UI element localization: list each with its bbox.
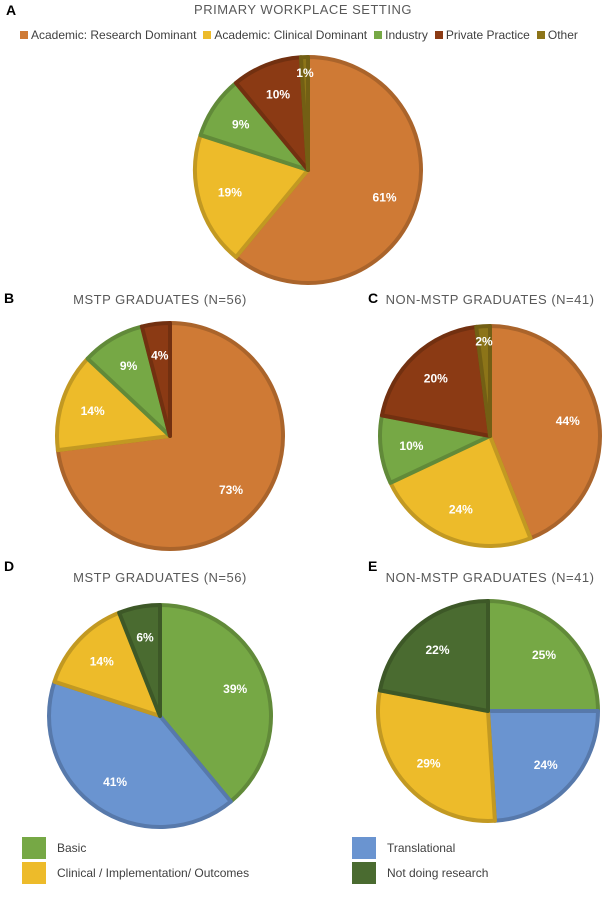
pie-label-a-0: 61%	[373, 191, 397, 205]
legend-swatch	[20, 31, 28, 39]
pie-label-b-2: 9%	[120, 359, 138, 373]
pie-slice-c-0	[488, 324, 602, 541]
legend-label: Private Practice	[445, 28, 530, 42]
pie-label-e-1: 24%	[534, 758, 558, 772]
legend-item-translational: Translational	[352, 837, 455, 859]
pie-slice-a-4	[298, 55, 310, 172]
pie-label-a-1: 19%	[218, 186, 242, 200]
chart-title-e: NON-MSTP GRADUATES (N=41)	[385, 570, 595, 585]
pie-slice-c-3	[379, 324, 492, 438]
pie-slice-b-3	[139, 321, 172, 438]
legend-label: Industry	[385, 28, 428, 42]
pie-slice-b-1	[55, 356, 172, 453]
pie-slice-e-3	[377, 599, 490, 713]
pie-label-b-1: 14%	[81, 404, 105, 418]
legend-item-basic: Basic	[22, 837, 86, 859]
chart-title-b: MSTP GRADUATES (N=56)	[73, 292, 247, 307]
pie-label-a-4: 1%	[296, 66, 314, 80]
chart-title-a: PRIMARY WORKPLACE SETTING	[194, 2, 412, 17]
pie-label-b-3: 4%	[151, 348, 169, 362]
legend-label: Translational	[387, 841, 456, 855]
panel-letter-c: C	[368, 290, 379, 306]
legend-swatch	[434, 31, 443, 39]
legend-swatch	[352, 837, 376, 859]
panel-letter-a: A	[6, 2, 17, 18]
legend-item-clinical-implementation: Clinical / Implementation/ Outcomes	[22, 862, 249, 884]
panel-letter-b: B	[4, 290, 15, 306]
pie-slice-d-0	[158, 603, 273, 804]
pie-slice-e-1	[486, 709, 600, 823]
legend-item-industry: Industry	[374, 28, 428, 42]
legend-swatch	[22, 837, 46, 859]
legend-label: Academic: Research Dominant	[31, 28, 197, 42]
pie-slice-d-2	[52, 610, 162, 718]
pie-label-d-2: 14%	[90, 654, 114, 668]
legend-swatch	[22, 862, 46, 884]
legend-swatch	[352, 862, 376, 884]
pie-label-c-0: 44%	[556, 414, 580, 428]
legend-label: Clinical / Implementation/ Outcomes	[57, 866, 250, 880]
legend-item-research-dominant: Academic: Research Dominant	[20, 28, 196, 42]
pie-label-d-0: 39%	[223, 682, 247, 696]
pie-label-c-1: 24%	[449, 503, 473, 517]
legend-top: Academic: Research Dominant Academic: Cl…	[20, 28, 585, 42]
panel-letter-d: D	[4, 558, 15, 574]
chart-title-d: MSTP GRADUATES (N=56)	[73, 570, 247, 585]
pie-slice-a-0	[233, 55, 423, 285]
pie-slice-d-1	[47, 679, 233, 829]
legend-label: Not doing research	[387, 866, 489, 880]
pie-label-a-3: 10%	[266, 87, 290, 101]
pie-label-d-1: 41%	[103, 775, 127, 789]
legend-swatch	[374, 31, 383, 39]
pie-label-e-0: 25%	[532, 648, 556, 662]
legend-label: Other	[547, 28, 578, 42]
pie-label-c-3: 20%	[424, 371, 448, 385]
pie-slice-c-1	[388, 434, 533, 548]
pie-slice-e-2	[376, 688, 497, 823]
pie-label-c-2: 10%	[399, 439, 423, 453]
legend-label: Basic	[57, 841, 87, 855]
pie-label-e-2: 29%	[417, 756, 441, 770]
pie-label-a-2: 9%	[232, 117, 250, 131]
chart-title-c: NON-MSTP GRADUATES (N=41)	[385, 292, 595, 307]
pie-slice-a-1	[193, 133, 310, 260]
pie-slice-c-4	[474, 324, 492, 438]
panel-letter-e: E	[368, 558, 378, 574]
legend-item-clinical-dominant: Academic: Clinical Dominant	[203, 28, 367, 42]
pie-label-d-3: 6%	[136, 630, 154, 644]
pie-label-e-3: 22%	[426, 643, 450, 657]
pie-label-b-0: 73%	[219, 483, 243, 497]
pie-slice-e-0	[486, 599, 600, 713]
pie-slice-d-3	[117, 603, 162, 718]
legend-item-private-practice: Private Practice	[434, 28, 530, 42]
legend-item-not-doing-research: Not doing research	[352, 862, 488, 884]
legend-swatch	[536, 31, 545, 39]
legend-label: Academic: Clinical Dominant	[214, 28, 368, 42]
legend-item-other: Other	[536, 28, 578, 42]
legend-swatch	[203, 31, 212, 39]
pie-label-c-4: 2%	[475, 335, 493, 349]
